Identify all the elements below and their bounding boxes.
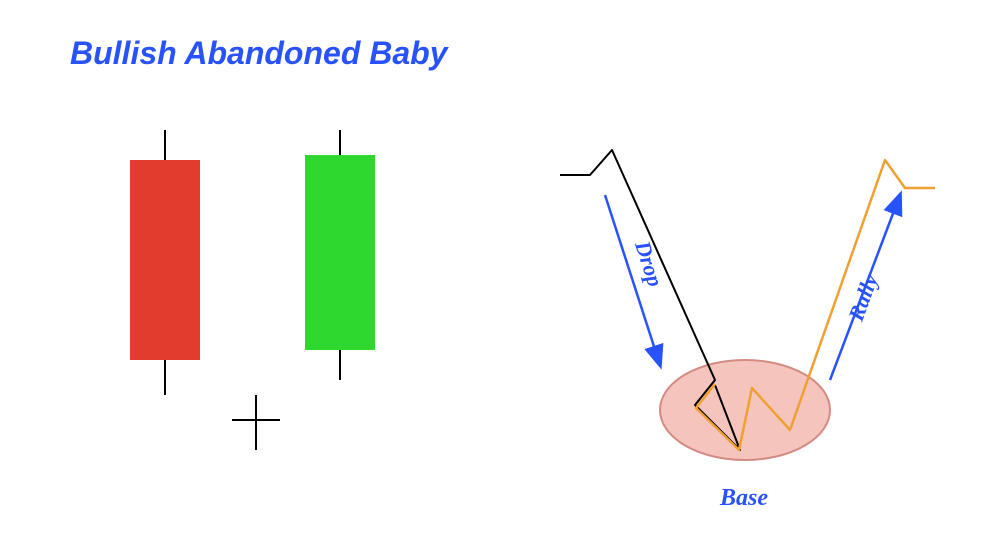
base-ellipse xyxy=(660,360,830,460)
drop-label: Drop xyxy=(630,237,668,290)
diagram-svg: Drop Rally Base xyxy=(0,0,989,550)
candle-body-bullish xyxy=(305,155,375,350)
rally-label: Rally xyxy=(843,271,883,326)
price-path-pattern: Drop Rally Base xyxy=(560,150,935,511)
base-label: Base xyxy=(719,485,768,511)
candlestick-pattern xyxy=(130,130,375,450)
candle-body-bearish xyxy=(130,160,200,360)
